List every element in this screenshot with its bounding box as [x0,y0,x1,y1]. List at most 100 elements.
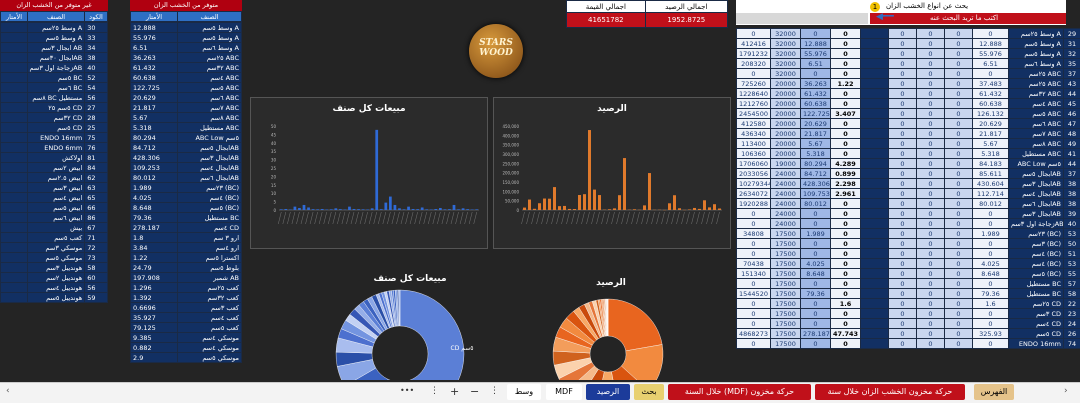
qty-cell[interactable]: 0 [801,279,831,289]
balance-cell[interactable]: 60.638 [973,99,1009,109]
sold-cell[interactable]: 0 [831,269,861,279]
price-cell[interactable]: 32000 [771,29,801,39]
qty-cell[interactable] [1,203,28,213]
balance-cell[interactable]: 1.6 [973,299,1009,309]
code-cell[interactable]: 38 [85,53,108,63]
out-cell[interactable]: 0 [917,49,945,59]
amount-cell[interactable]: 2033056 [737,169,771,179]
balance-cell[interactable]: 8.648 [973,269,1009,279]
name-cell[interactable]: مستطيل ABC [1009,149,1064,159]
code-cell[interactable]: 40 [1064,219,1080,229]
amount-cell[interactable]: 1228640 [737,89,771,99]
sheet-tab[interactable]: خلال السنة (MDF) حركة مخزون [668,384,811,400]
sheet-tab[interactable]: MDF [546,384,582,400]
search-input[interactable] [736,13,868,24]
in-cell[interactable]: 0 [889,39,917,49]
name-cell[interactable]: ABC Low ٥سم [1009,159,1064,169]
name-cell[interactable]: ابجال ٣٠سمAB [27,53,85,63]
return-cell[interactable]: 0 [945,289,973,299]
name-cell[interactable]: ابجال ٥سمAB [178,143,242,153]
qty-cell[interactable]: 122.725 [801,109,831,119]
return-cell[interactable]: 0 [945,269,973,279]
empty-cell[interactable] [861,89,889,99]
out-cell[interactable]: 0 [917,29,945,39]
balance-cell[interactable]: 325.93 [973,329,1009,339]
qty-cell[interactable]: 80.294 [131,133,178,143]
empty-cell[interactable] [861,119,889,129]
sold-cell[interactable]: 0 [831,59,861,69]
name-cell[interactable]: وسط ٢٥سم A [1009,29,1064,39]
name-cell[interactable]: ٢٥سم ABC [1009,79,1064,89]
name-cell[interactable]: وسط ٦سم A [178,43,242,53]
code-cell[interactable]: 41 [1064,149,1080,159]
name-cell[interactable]: موسكي ٤سم [178,343,242,353]
sold-cell[interactable]: 0 [831,279,861,289]
in-cell[interactable]: 0 [889,119,917,129]
sold-cell[interactable]: 0 [831,129,861,139]
name-cell[interactable]: وسط ٥سم A [1009,39,1064,49]
sold-cell[interactable]: 0 [831,319,861,329]
code-cell[interactable]: 75 [85,133,108,143]
name-cell[interactable]: زجاجة اول ٣سمAB [27,63,85,73]
empty-cell[interactable] [861,209,889,219]
balance-cell[interactable]: 6.51 [973,59,1009,69]
sold-cell[interactable]: 47.743 [831,329,861,339]
qty-cell[interactable]: 60.638 [801,99,831,109]
price-cell[interactable]: 17500 [771,309,801,319]
qty-cell[interactable]: 3.84 [131,243,178,253]
qty-cell[interactable]: 0 [801,339,831,349]
balance-cell[interactable]: 79.36 [973,289,1009,299]
in-cell[interactable]: 0 [889,259,917,269]
price-cell[interactable]: 24000 [771,199,801,209]
name-cell[interactable]: كعب ٥سم [27,233,85,243]
empty-cell[interactable] [861,169,889,179]
qty-cell[interactable] [1,93,28,103]
qty-cell[interactable]: 80.012 [131,173,178,183]
scroll-left-icon[interactable]: ‹ [6,386,10,396]
name-cell[interactable]: ٦سم ABC [1009,119,1064,129]
name-cell[interactable]: ابجال ٣سم AB [27,43,85,53]
price-cell[interactable]: 20000 [771,89,801,99]
code-cell[interactable]: 25 [85,123,108,133]
sold-cell[interactable]: 0 [831,49,861,59]
name-cell[interactable]: ٤سم ABC [178,73,242,83]
code-cell[interactable]: 55 [1064,269,1080,279]
sold-cell[interactable]: 0 [831,139,861,149]
return-cell[interactable]: 0 [945,49,973,59]
qty-cell[interactable]: 5.67 [131,113,178,123]
name-cell[interactable]: ENDO 16mm [27,133,85,143]
code-cell[interactable]: 67 [85,223,108,233]
name-cell[interactable]: وسط ٥سم A [27,33,85,43]
out-cell[interactable]: 0 [917,149,945,159]
sold-cell[interactable]: 0.899 [831,169,861,179]
in-cell[interactable]: 0 [889,139,917,149]
name-cell[interactable]: مستطيل BC [1009,289,1064,299]
qty-cell[interactable]: 1.989 [131,183,178,193]
qty-cell[interactable]: 5.318 [131,123,178,133]
return-cell[interactable]: 0 [945,279,973,289]
code-cell[interactable]: 29 [1064,29,1080,39]
empty-cell[interactable] [861,229,889,239]
qty-cell[interactable]: 60.638 [131,73,178,83]
code-cell[interactable]: 47 [1064,119,1080,129]
empty-cell[interactable] [861,279,889,289]
qty-cell[interactable]: 1.296 [131,283,178,293]
code-cell[interactable]: 54 [85,83,108,93]
qty-cell[interactable]: 36.263 [801,79,831,89]
return-cell[interactable]: 0 [945,189,973,199]
out-cell[interactable]: 0 [917,229,945,239]
